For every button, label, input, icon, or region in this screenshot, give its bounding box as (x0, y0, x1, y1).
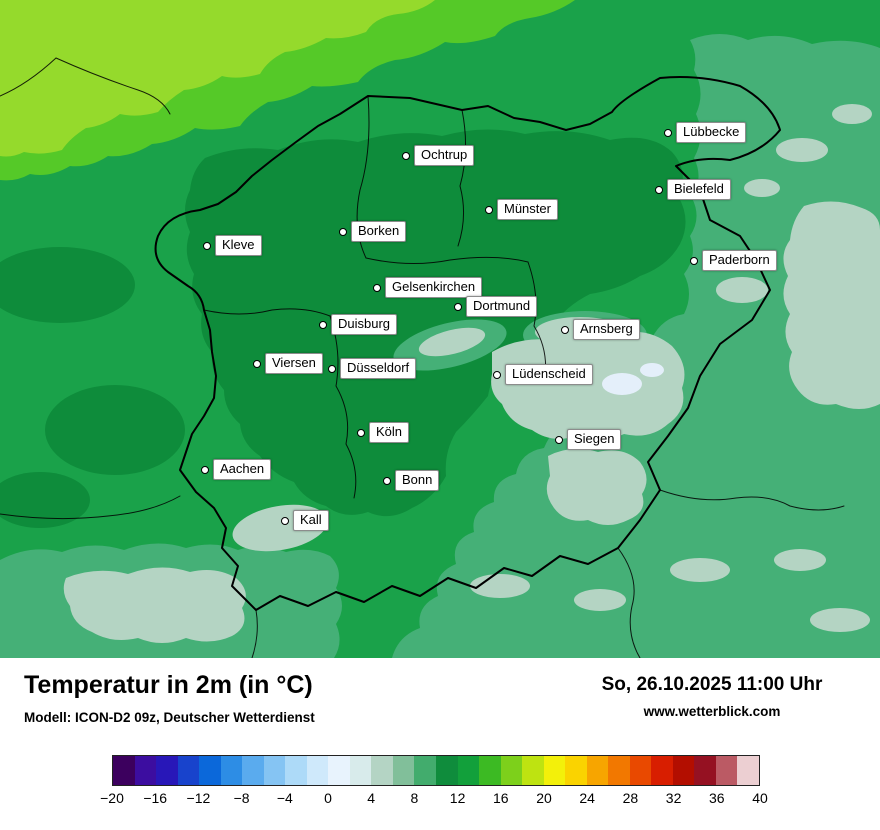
colorbar-segment (306, 756, 329, 785)
colorbar-tick-label: 24 (579, 790, 595, 806)
colorbar-ticks: −20 −16 −12 −8 −4 0 4 8 12 16 20 24 28 32 36 40 (100, 790, 768, 810)
colorbar-tick-label: −20 (100, 790, 124, 806)
colorbar-tick-label: 0 (324, 790, 332, 806)
state-border-lines (154, 76, 781, 611)
colorbar-segment (651, 756, 673, 785)
temperature-map: Ochtrup Lübbecke Bielefeld Münster Borken Kle… (0, 0, 880, 658)
zone-yellow-green (0, 0, 435, 157)
colorbar-tick-label: −12 (186, 790, 211, 806)
colorbar-tick-label: −4 (276, 790, 293, 806)
colorbar-segment (586, 756, 609, 785)
colorbar-segment (543, 756, 566, 785)
colorbar-segment (694, 756, 716, 785)
colorbar-segment (715, 756, 738, 785)
colorbar-segment (414, 756, 436, 785)
page-title: Temperatur in 2m (in °C) (24, 671, 313, 699)
colorbar-tick-label: 36 (709, 790, 725, 806)
colorbar-tick-label: 12 (449, 790, 466, 806)
colorbar-segment (608, 756, 630, 785)
colorbar-segment (371, 756, 393, 785)
colorbar-segment (737, 756, 759, 785)
colorbar-tick-label: 4 (367, 790, 376, 806)
colorbar-tick-label: 40 (752, 790, 768, 806)
zone-pale-sage (63, 104, 880, 643)
colorbar-segment (134, 756, 157, 785)
map-footer: Temperatur in 2m (in °C) Modell: ICON-D2… (0, 658, 880, 830)
colorbar-segment (672, 756, 695, 785)
colorbar-segment (263, 756, 286, 785)
zone-dark-green (0, 129, 686, 528)
colorbar-segment (113, 756, 135, 785)
colorbar (112, 755, 760, 786)
website-url: www.wetterblick.com (643, 704, 781, 719)
colorbar-segment (479, 756, 501, 785)
colorbar-segment (199, 756, 221, 785)
colorbar-segment (565, 756, 587, 785)
valid-datetime: So, 26.10.2025 11:00 Uhr (601, 674, 823, 695)
datetime-block: So, 26.10.2025 11:00 Uhr www.wetterblick… (562, 674, 862, 719)
colorbar-tick-label: 28 (622, 790, 639, 806)
colorbar-tick-label: −16 (143, 790, 168, 806)
colorbar-segment (500, 756, 523, 785)
temperature-field-svg (0, 0, 880, 658)
colorbar-tick-label: 20 (536, 790, 552, 806)
colorbar-tick-label: −8 (233, 790, 250, 806)
colorbar-segment (328, 756, 350, 785)
colorbar-tick-label: 32 (665, 790, 682, 806)
colorbar-segment (522, 756, 544, 785)
colorbar-segment (177, 756, 200, 785)
colorbar-segment (392, 756, 415, 785)
colorbar-tick-label: 16 (493, 790, 509, 806)
colorbar-segment (435, 756, 458, 785)
colorbar-segment (220, 756, 243, 785)
colorbar-segment (629, 756, 652, 785)
colorbar-segment (349, 756, 372, 785)
colorbar-tick-label: 8 (410, 790, 419, 806)
colorbar-segment (242, 756, 264, 785)
colorbar-segment (285, 756, 307, 785)
colorbar-segment (156, 756, 178, 785)
model-info: Modell: ICON-D2 09z, Deutscher Wetterdie… (24, 710, 315, 725)
zone-pale-blue (602, 363, 664, 395)
colorbar-segment (457, 756, 480, 785)
